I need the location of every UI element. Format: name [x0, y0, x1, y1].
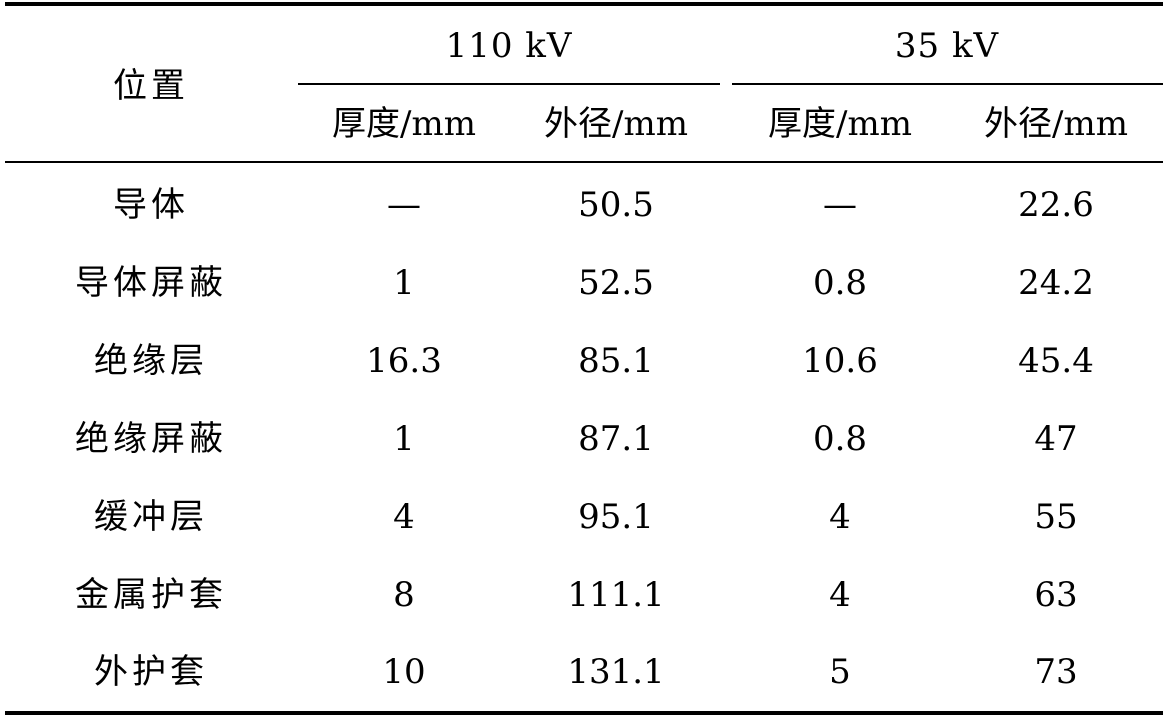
cell-diameter-35kv: 73 [1034, 652, 1078, 692]
cell-diameter-35kv: 22.6 [1018, 185, 1094, 225]
row-position: 导体屏蔽 [75, 263, 227, 303]
cell-diameter-110kv: 52.5 [578, 263, 654, 303]
cell-diameter-35kv: 47 [1034, 419, 1078, 459]
group-110kv-underline [298, 83, 720, 85]
thickness-header-35kv: 厚度/mm [768, 104, 912, 144]
cell-diameter-35kv: 63 [1034, 575, 1078, 615]
cell-thickness-110kv: — [387, 185, 421, 225]
diameter-header-110kv: 外径/mm [544, 104, 688, 144]
cell-thickness-110kv: 4 [393, 497, 415, 537]
thickness-header-110kv: 厚度/mm [332, 104, 476, 144]
cell-thickness-35kv: — [823, 185, 857, 225]
group-header-35kv: 35 kV [894, 26, 1000, 66]
position-header: 位置 [113, 66, 189, 106]
cell-thickness-110kv: 10 [382, 652, 426, 692]
cell-diameter-35kv: 24.2 [1018, 263, 1094, 303]
cell-diameter-110kv: 87.1 [578, 419, 654, 459]
cell-diameter-110kv: 50.5 [578, 185, 654, 225]
cell-diameter-35kv: 55 [1034, 497, 1078, 537]
cell-thickness-35kv: 0.8 [812, 419, 868, 459]
group-header-110kv: 110 kV [445, 26, 573, 66]
cell-diameter-110kv: 95.1 [578, 497, 654, 537]
group-35kv-underline [732, 83, 1163, 85]
diameter-header-35kv: 外径/mm [984, 104, 1128, 144]
cell-thickness-35kv: 4 [829, 575, 851, 615]
cell-thickness-35kv: 0.8 [812, 263, 868, 303]
cell-thickness-35kv: 5 [829, 652, 851, 692]
row-position: 绝缘屏蔽 [75, 419, 227, 459]
table-bottom-rule [5, 711, 1163, 715]
row-position: 导体 [113, 185, 189, 225]
table-header-rule [5, 161, 1163, 163]
table-top-rule [5, 2, 1163, 6]
row-position: 金属护套 [75, 575, 227, 615]
cell-diameter-110kv: 131.1 [567, 652, 665, 692]
cell-thickness-110kv: 1 [393, 419, 415, 459]
cell-thickness-110kv: 8 [393, 575, 415, 615]
cell-thickness-35kv: 4 [829, 497, 851, 537]
cell-thickness-110kv: 16.3 [366, 341, 442, 381]
row-position: 缓冲层 [94, 497, 208, 537]
cell-diameter-110kv: 111.1 [567, 575, 665, 615]
row-position: 外护套 [94, 652, 208, 692]
row-position: 绝缘层 [94, 341, 208, 381]
cell-diameter-35kv: 45.4 [1018, 341, 1094, 381]
cell-thickness-35kv: 10.6 [802, 341, 878, 381]
cell-diameter-110kv: 85.1 [578, 341, 654, 381]
cell-thickness-110kv: 1 [393, 263, 415, 303]
